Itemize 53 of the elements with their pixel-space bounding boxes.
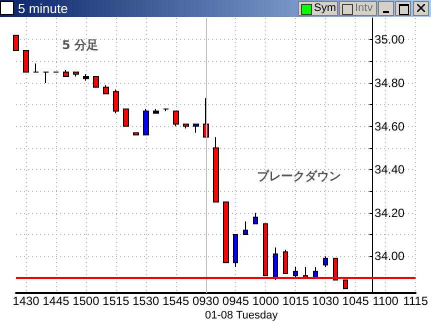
candlestick [183,124,189,129]
candlestick [43,72,49,84]
x-tick-label: 1045 [342,294,370,308]
y-tick-label: 34.40 [374,162,405,177]
candlestick [323,256,328,268]
candlestick [13,34,19,51]
chart-title: 5 minute [18,0,68,17]
candlestick [83,74,89,82]
text: Intv [355,2,373,14]
y-tick-label: 35.00 [374,32,405,47]
candlestick [33,62,39,73]
candlestick [23,50,29,73]
candlestick [153,108,159,114]
candlestick [73,72,79,77]
x-tick-label: 1515 [102,294,130,308]
candlestick [273,247,278,281]
candlestick [113,88,119,114]
candlestick [143,108,149,136]
x-tick-label: 1445 [42,294,70,308]
annotation: ブレークダウン [257,169,341,183]
text: 01-08 Tuesday [205,310,278,322]
candlestick [293,266,298,278]
x-tick-label: 1015 [282,294,310,308]
candlestick [103,84,109,94]
candlestick [233,234,238,268]
candlestick [193,124,199,134]
candlestick [163,108,169,112]
x-tick-label: 1500 [72,294,100,308]
candlestick [133,132,139,136]
y-tick-label: 34.00 [374,249,405,264]
candlestick [223,202,229,264]
candlestick [93,76,99,88]
candlestick [243,221,248,236]
candlestick [213,136,219,203]
x-tick-label: 1530 [132,294,160,308]
candlestick [173,110,179,127]
x-tick-label: 1000 [252,294,280,308]
x-tick-label: 1115 [403,294,428,308]
text: Sym [314,2,336,14]
y-tick-label: 34.60 [374,119,405,134]
x-tick-label: 1545 [162,294,190,308]
y-tick-label: 34.80 [374,76,405,90]
x-tick-label: 0945 [222,294,250,308]
annotation: 5 分足 [62,38,99,52]
x-tick-label: 0930 [192,294,220,308]
y-tick-label: 34.20 [374,206,405,220]
candlestick [63,69,69,77]
x-tick-label: 1030 [312,294,340,308]
x-tick-label: 1100 [372,294,399,308]
candlestick [253,212,258,224]
x-tick-label: 1430 [12,294,40,308]
candlestick [123,108,129,127]
candlestick [283,249,288,274]
